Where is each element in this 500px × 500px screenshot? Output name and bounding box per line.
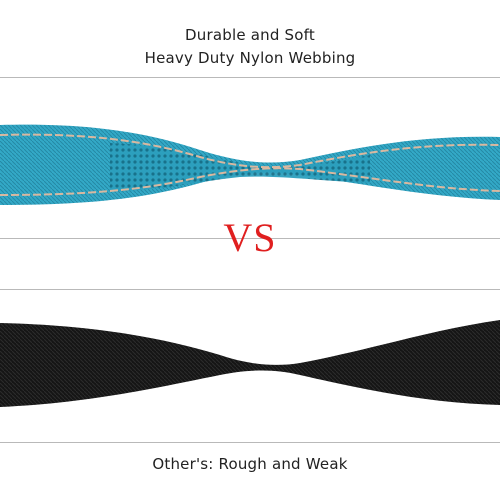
divider-line-bottom (0, 442, 500, 443)
blue-nylon-webbing-image (0, 124, 500, 205)
title-line-2: Heavy Duty Nylon Webbing (144, 49, 356, 67)
vs-label: VS (223, 215, 277, 260)
black-nylon-webbing-image (0, 320, 500, 407)
comparison-caption: Other's: Rough and Weak (152, 455, 348, 473)
divider-line-vs-upper (0, 238, 500, 239)
divider-line-vs-lower (0, 289, 500, 290)
title-line-1: Durable and Soft (185, 26, 315, 44)
divider-line-top (0, 77, 500, 78)
